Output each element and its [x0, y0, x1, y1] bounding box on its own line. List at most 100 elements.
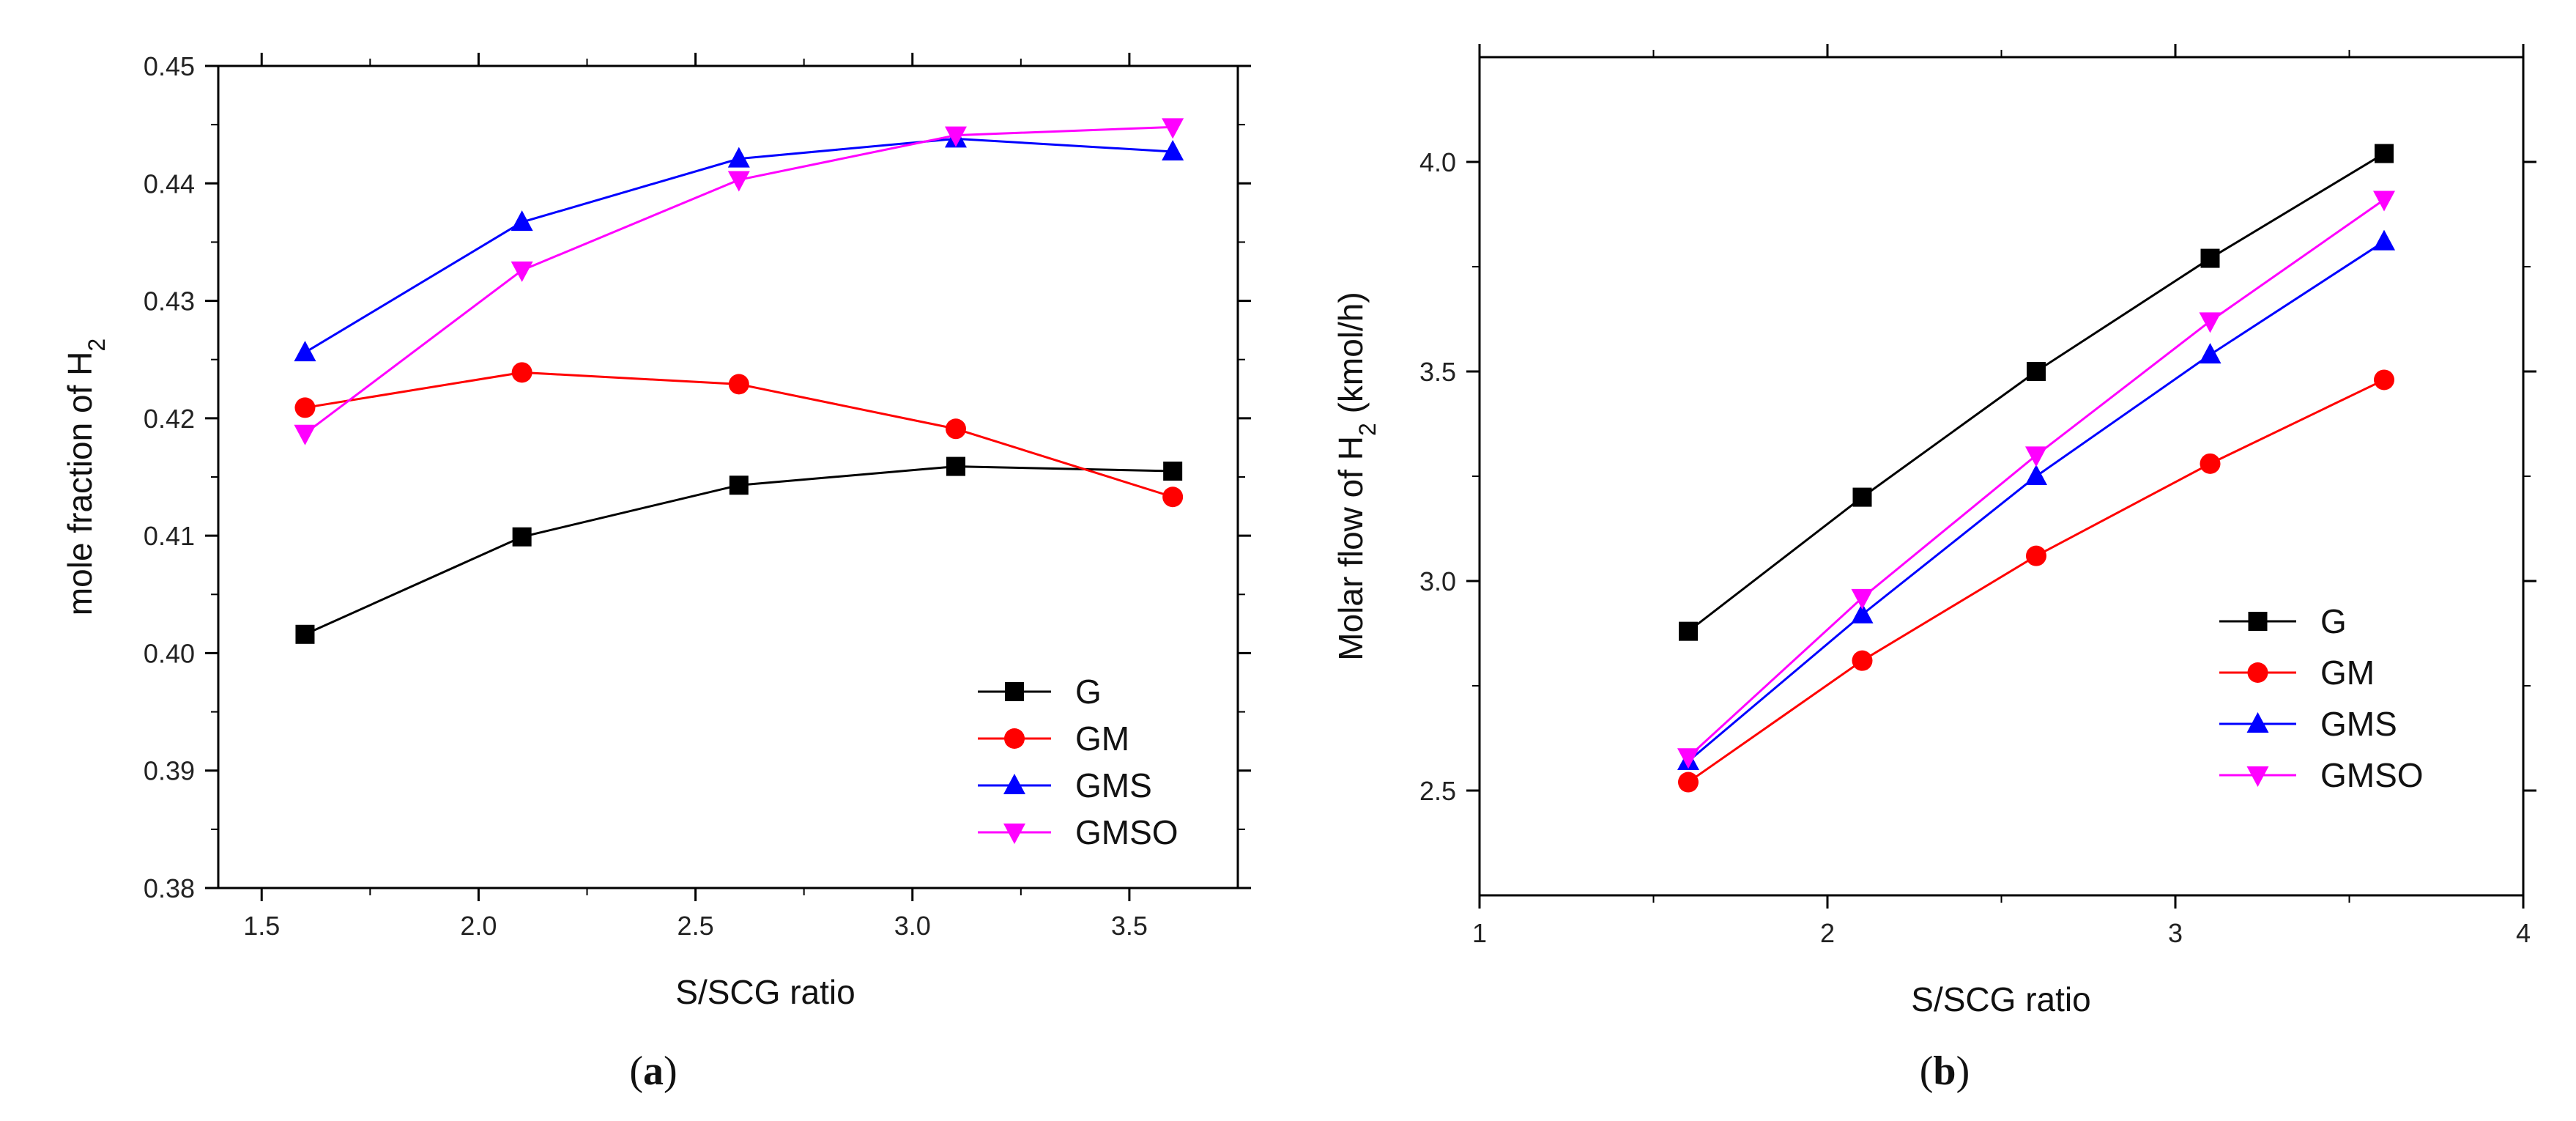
legend-label: G [1075, 673, 1102, 711]
y-axis-title: mole fraction of H2 [61, 338, 110, 615]
data-point [727, 147, 750, 168]
data-point [944, 126, 967, 147]
data-point [2373, 229, 2395, 251]
data-point [1851, 602, 1874, 624]
data-point [2025, 465, 2047, 485]
data-point [1162, 118, 1184, 139]
legend-marker [1003, 774, 1025, 794]
chart-panel-b: 1 2 3 4 2.5 3.0 3.5 4.0 S/SCG ratio Molar flow of… [1332, 44, 2536, 1094]
legend-marker [1004, 728, 1025, 749]
x-axis-title: S/SCG ratio [675, 973, 855, 1011]
data-point [727, 171, 750, 192]
legend-item-gms: GMS [2219, 705, 2397, 743]
series-gm [294, 362, 1184, 508]
data-point [1162, 486, 1184, 508]
series-g [295, 456, 1183, 644]
series-g [1679, 144, 2394, 641]
x-tick-label: 3.0 [894, 911, 931, 941]
data-point [2199, 343, 2221, 364]
data-point [729, 476, 749, 495]
data-point [1851, 588, 1874, 610]
legend: G GM GMS GMSO [978, 673, 1178, 851]
data-point [2200, 248, 2220, 268]
y-tick-label: 3.0 [1419, 566, 1456, 596]
y-axis-title-subscript: 2 [1354, 423, 1381, 436]
legend-item-g: G [2219, 602, 2347, 640]
legend-item-gm: GM [978, 719, 1129, 758]
series-gmso [1677, 190, 2395, 769]
series-gm [1678, 369, 2394, 793]
legend-label: GM [2320, 654, 2375, 692]
data-point [2026, 545, 2046, 566]
x-tick-label: 2.0 [460, 911, 497, 941]
data-point [512, 527, 532, 547]
legend-label: GMS [2320, 705, 2397, 743]
legend-label: G [2320, 602, 2347, 640]
y-axis-title-unit: (kmol/h) [1332, 292, 1370, 423]
legend-label: GMSO [2320, 756, 2424, 794]
data-point [294, 341, 316, 362]
legend-item-gms: GMS [978, 766, 1152, 804]
y-axis-title-subscript: 2 [83, 338, 110, 352]
data-point [2025, 446, 2047, 467]
x-tick-label: 3 [2168, 918, 2183, 948]
y-tick-label: 0.41 [144, 521, 195, 551]
legend-marker [1005, 682, 1024, 701]
legend-item-gmso: GMSO [2219, 756, 2424, 794]
data-point [945, 418, 966, 440]
series-gms [1677, 229, 2395, 770]
x-axis-title: S/SCG ratio [1911, 980, 2090, 1018]
data-point [295, 624, 315, 644]
data-point [1852, 487, 1872, 507]
y-tick-label: 0.40 [144, 638, 195, 668]
legend-label: GMS [1075, 766, 1152, 804]
data-point [2375, 144, 2394, 163]
data-point [511, 261, 533, 282]
x-tick-label: 1.5 [243, 911, 280, 941]
data-point [2373, 190, 2395, 212]
legend-item-g: G [978, 673, 1102, 711]
panel-label: (a) [629, 1048, 677, 1094]
data-point [511, 210, 533, 232]
series-line [304, 137, 1173, 354]
y-tick-label: 0.44 [144, 169, 195, 199]
legend-item-gmso: GMSO [978, 813, 1178, 851]
panel-label: (b) [1920, 1048, 1970, 1094]
legend: G GM GMS GMSO [2219, 602, 2424, 794]
data-point [294, 424, 316, 445]
y-tick-label: 0.43 [144, 286, 195, 317]
data-point [2374, 369, 2394, 391]
data-point [1677, 748, 1699, 769]
data-point [728, 374, 749, 395]
x-tick-label: 2 [1820, 918, 1835, 948]
legend-marker [2248, 612, 2268, 631]
plot-frame [217, 64, 1239, 889]
series-gms [294, 127, 1184, 362]
legend-marker [2246, 766, 2269, 787]
series-line [1688, 240, 2385, 763]
x-tick-label: 4 [2516, 918, 2531, 948]
y-axis-title: Molar flow of H2 (kmol/h) [1332, 292, 1381, 660]
x-tick-label: 3.5 [1111, 911, 1148, 941]
data-point [2199, 312, 2221, 333]
data-point [1163, 461, 1183, 481]
data-point [2027, 362, 2046, 381]
data-point [511, 362, 532, 383]
data-point [1679, 621, 1698, 641]
data-point [946, 456, 965, 476]
y-axis-title-main: Molar flow of H [1332, 436, 1370, 661]
legend-label: GM [1075, 719, 1129, 758]
chart-panel-a: 1.5 2.0 2.5 3.0 3.5 0.38 0.39 0.40 0.41 0.42 0.43 0… [61, 51, 1251, 1094]
y-tick-label: 0.45 [144, 51, 195, 81]
y-tick-label: 2.5 [1419, 776, 1456, 806]
legend-label: GMSO [1075, 813, 1178, 851]
y-tick-label: 0.38 [144, 873, 195, 903]
legend-marker [2246, 712, 2269, 733]
y-tick-label: 3.5 [1419, 357, 1456, 387]
y-tick-label: 4.0 [1419, 147, 1456, 177]
series-gmso [294, 118, 1184, 445]
y-tick-label: 0.42 [144, 404, 195, 434]
legend-item-gm: GM [2219, 654, 2375, 692]
x-tick-label: 1 [1472, 918, 1487, 948]
